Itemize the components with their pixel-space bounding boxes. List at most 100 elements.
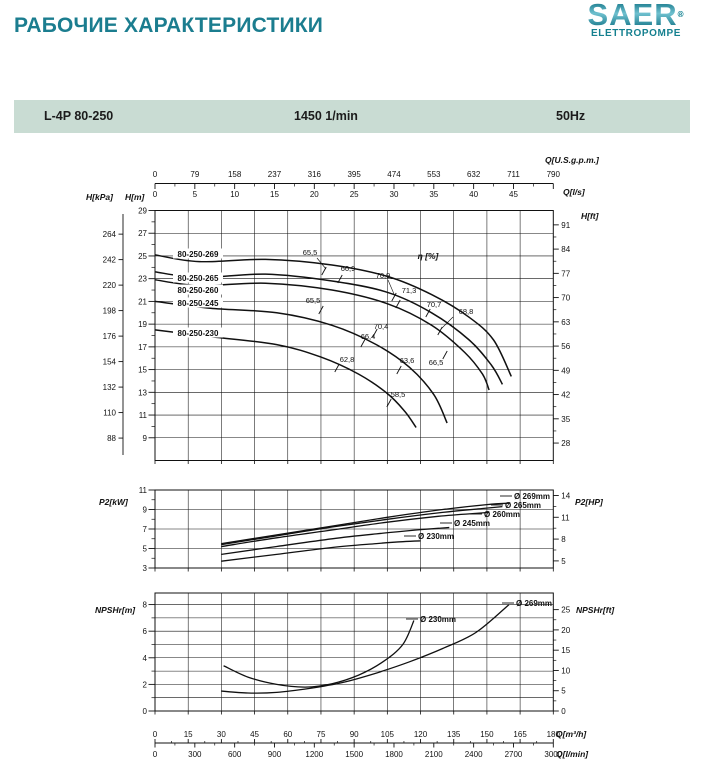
- pump-model: L-4P 80-250: [44, 109, 114, 123]
- curve-label-bg: [173, 248, 223, 259]
- efficiency-slash-mark: [372, 328, 378, 338]
- npshm-tick-label: 4: [143, 654, 148, 663]
- kpa-axis-label: H[kPa]: [86, 192, 114, 202]
- kw-tick-label: 11: [139, 486, 148, 495]
- power-curve: [221, 540, 421, 562]
- impeller-curve-label: 80-250-265: [178, 274, 219, 283]
- brand-logo-text: SAER®: [581, 0, 691, 30]
- curve-label-bg: [173, 284, 223, 295]
- efficiency-slash-mark: [391, 292, 397, 302]
- brand-logo: SAER® ELETTROPOMPE: [581, 0, 691, 39]
- efficiency-slash-mark: [425, 308, 431, 318]
- kpa-tick-label: 88: [107, 434, 116, 443]
- npshft-tick-label: 5: [561, 687, 566, 696]
- info-bar: L-4P 80-250 1450 1/min 50Hz: [14, 100, 690, 133]
- impeller-curve-label: 80-250-245: [178, 299, 219, 308]
- efficiency-slash-mark: [337, 274, 343, 284]
- hm-tick-label: 11: [139, 411, 148, 420]
- m3h-axis-label: Q[m³/h]: [556, 729, 587, 739]
- npshft-tick-label: 10: [561, 666, 570, 675]
- m3h-tick-label: 105: [381, 730, 395, 739]
- lmin-tick-label: 1800: [385, 750, 403, 759]
- gpm-tick-label: 395: [347, 170, 361, 179]
- hft-tick-label: 28: [561, 439, 570, 448]
- npsh-curve: [223, 620, 415, 688]
- npsh-curve: [221, 604, 510, 694]
- curve-label-bg: [173, 272, 223, 283]
- m3h-tick-label: 180: [547, 730, 561, 739]
- ls-tick-label: 30: [390, 190, 399, 199]
- gpm-tick-label: 158: [228, 170, 242, 179]
- lmin-tick-label: 600: [228, 750, 242, 759]
- hp-axis-label: P2[HP]: [575, 497, 604, 507]
- gpm-tick-label: 790: [547, 170, 561, 179]
- m3h-tick-label: 150: [480, 730, 494, 739]
- hft-tick-label: 49: [561, 366, 570, 375]
- npshft-tick-label: 15: [561, 646, 570, 655]
- efficiency-value-label: 70,9: [376, 271, 391, 280]
- efficiency-slash-mark: [318, 305, 324, 315]
- m3h-tick-label: 15: [184, 730, 193, 739]
- efficiency-value-label: 68,8: [459, 307, 474, 316]
- hft-tick-label: 91: [561, 221, 570, 230]
- kpa-tick-label: 176: [103, 332, 117, 341]
- efficiency-leader-line: [440, 316, 454, 330]
- npshft-axis-label: NPSHr[ft]: [576, 605, 615, 615]
- diameter-label: Ø 230mm: [420, 615, 456, 624]
- head-curve: [154, 254, 512, 377]
- gpm-tick-label: 474: [387, 170, 401, 179]
- impeller-curve-label: 80-250-269: [178, 250, 219, 259]
- m3h-tick-label: 30: [217, 730, 226, 739]
- kpa-tick-label: 264: [103, 230, 117, 239]
- m3h-tick-label: 0: [153, 730, 158, 739]
- registered-mark: ®: [677, 10, 685, 19]
- npshm-tick-label: 8: [143, 601, 148, 610]
- efficiency-axis-symbol: η [%]: [418, 251, 440, 261]
- efficiency-value-label: 65,5: [303, 248, 318, 257]
- lmin-tick-label: 300: [188, 750, 202, 759]
- gpm-tick-label: 79: [190, 170, 199, 179]
- npshm-axis-label: NPSHr[m]: [95, 605, 136, 615]
- hm-axis-label: H[m]: [125, 192, 146, 202]
- npshft-tick-label: 25: [561, 606, 570, 615]
- efficiency-value-label: 66,5: [429, 358, 444, 367]
- lmin-tick-label: 1500: [345, 750, 363, 759]
- efficiency-value-label: 71,3: [402, 286, 417, 295]
- brand-logo-subtext: ELETTROPOMPE: [591, 28, 681, 39]
- ls-tick-label: 45: [509, 190, 518, 199]
- impeller-curve-label: 80-250-260: [178, 286, 219, 295]
- hm-tick-label: 27: [138, 229, 147, 238]
- hm-tick-label: 29: [138, 207, 147, 216]
- m3h-tick-label: 45: [250, 730, 259, 739]
- kpa-tick-label: 132: [103, 383, 117, 392]
- lmin-tick-label: 2700: [505, 750, 523, 759]
- m3h-tick-label: 90: [350, 730, 359, 739]
- lmin-tick-label: 3000: [544, 750, 562, 759]
- kw-tick-label: 3: [143, 564, 148, 573]
- hm-tick-label: 19: [138, 320, 147, 329]
- hft-tick-label: 56: [561, 342, 570, 351]
- lmin-tick-label: 0: [153, 750, 158, 759]
- ls-tick-label: 5: [193, 190, 198, 199]
- m3h-tick-label: 120: [414, 730, 428, 739]
- efficiency-value-label: 65,5: [306, 296, 321, 305]
- ls-axis-label: Q[l/s]: [563, 187, 586, 197]
- gpm-tick-label: 553: [427, 170, 441, 179]
- kpa-tick-label: 110: [103, 409, 116, 418]
- efficiency-slash-mark: [395, 299, 401, 309]
- hft-tick-label: 42: [561, 391, 570, 400]
- kw-tick-label: 5: [143, 545, 148, 554]
- gpm-tick-label: 632: [467, 170, 481, 179]
- hft-tick-label: 77: [561, 269, 570, 278]
- curve-label-bg: [173, 327, 223, 338]
- diameter-label: Ø 269mm: [516, 599, 552, 608]
- kpa-tick-label: 154: [103, 358, 117, 367]
- kpa-tick-label: 220: [103, 281, 117, 290]
- m3h-tick-label: 75: [317, 730, 326, 739]
- ls-tick-label: 20: [310, 190, 319, 199]
- efficiency-slash-mark: [386, 398, 392, 408]
- hm-tick-label: 13: [138, 388, 147, 397]
- efficiency-value-label: 58,5: [391, 390, 406, 399]
- efficiency-slash-mark: [334, 363, 340, 373]
